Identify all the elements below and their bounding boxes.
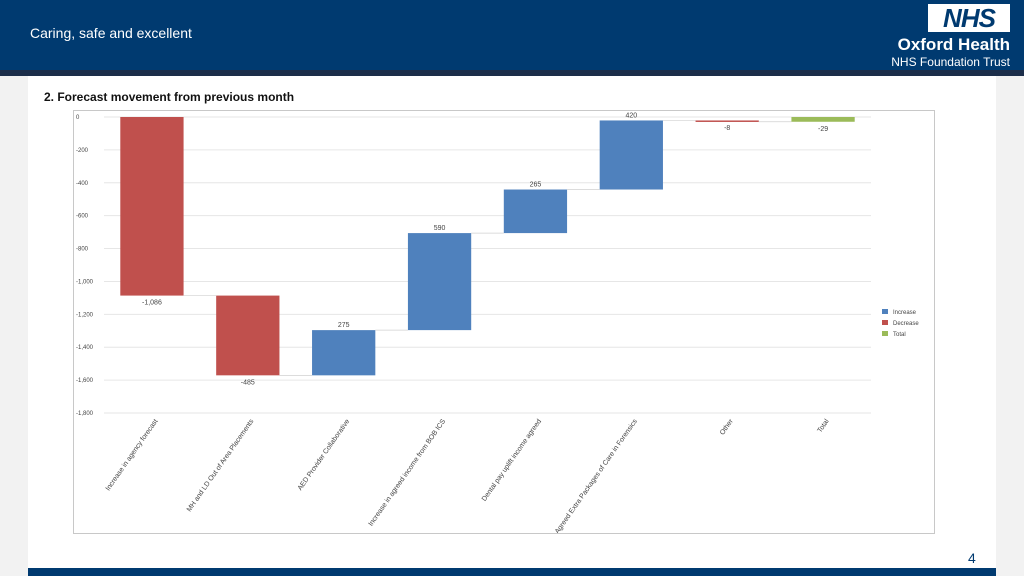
y-tick-label: -800 (76, 247, 89, 253)
x-tick-label: Increase in agency forecast (105, 418, 160, 492)
org-name: Oxford Health (897, 35, 1010, 54)
y-tick-label: 0 (76, 115, 80, 121)
data-label: -485 (241, 379, 255, 386)
x-tick-label: Increase in agreed income from BOB ICS (368, 418, 448, 528)
slide-title: 2. Forecast movement from previous month (44, 90, 295, 104)
y-tick-label: -600 (76, 214, 89, 220)
data-label: -8 (724, 125, 730, 132)
data-label: -29 (818, 126, 828, 133)
nhs-logo: NHS (928, 4, 1010, 32)
page-number: 4 (968, 550, 976, 566)
bar-6 (599, 120, 663, 190)
waterfall-chart: 0 -200 -400 -600 -800 -1,000 -1,200 -1,400 -1,60… (73, 110, 935, 534)
bar-8 (791, 117, 855, 122)
bar-7 (695, 120, 759, 122)
y-tick-label: -1,800 (76, 411, 94, 417)
y-tick-label: -1,600 (76, 378, 94, 384)
legend-swatch-decrease (882, 320, 888, 325)
legend-label: Increase (893, 310, 917, 316)
legend-label: Decrease (893, 321, 919, 327)
legend-swatch-increase (882, 309, 888, 314)
y-tick-label: -1,000 (76, 279, 94, 285)
bar-3 (312, 330, 376, 376)
footer-bar (28, 568, 996, 576)
y-tick-label: -1,400 (76, 345, 94, 351)
legend-swatch-total (882, 331, 888, 336)
header-bar (0, 0, 1024, 70)
x-tick-label: AED Provider Collaborative (297, 418, 352, 492)
chart-svg: 0 -200 -400 -600 -800 -1,000 -1,200 -1,400 -1,60… (76, 112, 919, 533)
bar-2 (216, 295, 280, 376)
bar-1 (120, 117, 184, 296)
bar-4 (407, 233, 472, 331)
x-tick-label: Other (719, 418, 735, 437)
bar-5 (503, 189, 568, 234)
header-tagline: Caring, safe and excellent (30, 25, 192, 41)
data-label: 275 (338, 322, 350, 329)
header-stripe (0, 70, 1024, 76)
x-tick-label: Total (816, 418, 830, 434)
y-tick-label: -400 (76, 181, 89, 187)
org-subtitle: NHS Foundation Trust (891, 55, 1010, 69)
x-tick-label: Agreed Extra Packages of Care in Forensi… (554, 418, 639, 533)
x-tick-label: MH and LD Out of Area Placements (186, 418, 256, 514)
y-tick-label: -200 (76, 148, 89, 154)
y-tick-label: -1,200 (76, 312, 94, 318)
legend-label: Total (893, 332, 906, 338)
data-label: 265 (530, 182, 542, 189)
data-label: 590 (434, 225, 446, 232)
data-label: 420 (625, 112, 637, 119)
data-label: -1,086 (142, 300, 162, 307)
x-tick-label: Dental pay uplift income agreed (481, 418, 543, 503)
